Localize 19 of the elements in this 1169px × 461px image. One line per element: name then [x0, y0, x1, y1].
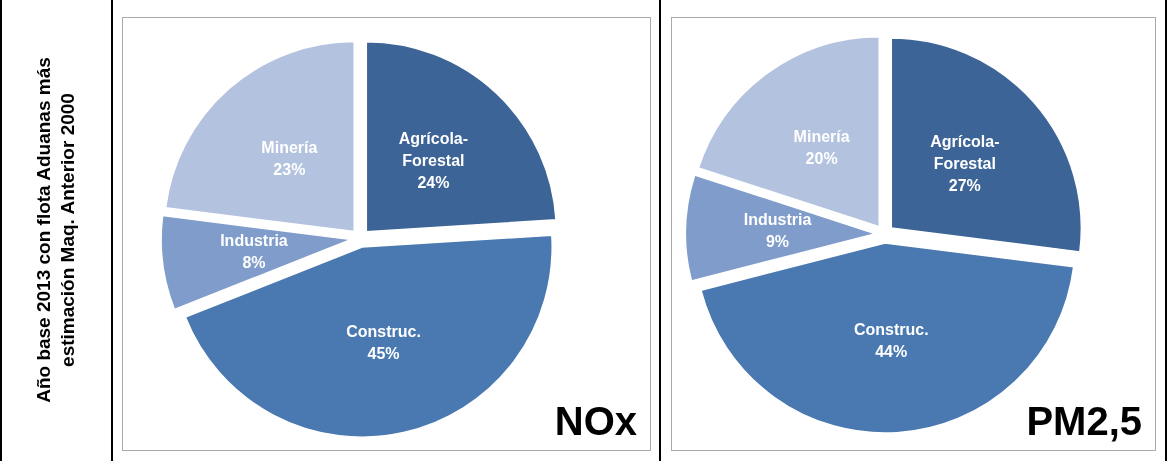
data-label: 23%	[273, 160, 306, 178]
slice-label: Construc.	[346, 323, 421, 341]
slice-label: Agrícola-Forestal	[398, 129, 469, 169]
slice-label: Agrícola-Forestal	[930, 132, 1000, 172]
slice-label: Industria	[743, 211, 812, 229]
text: Año base 2013 con flota Aduanas más estimación Maq. Anterior 2000	[32, 56, 79, 405]
data-label: 24%	[417, 173, 450, 191]
slice-label: Industria	[220, 232, 288, 250]
slice-label: Construc.	[853, 321, 929, 339]
data-label: 8%	[242, 254, 266, 272]
data-label: 45%	[367, 345, 400, 363]
data-label: 9%	[765, 233, 790, 251]
data-label: 20%	[805, 149, 838, 167]
slice-label: Minería	[793, 127, 850, 145]
data-label: 44%	[875, 343, 908, 361]
text: PM2,5	[1026, 399, 1142, 443]
text: NOx	[554, 399, 637, 443]
data-label: 27%	[948, 176, 981, 194]
slice-label: Minería	[261, 138, 318, 156]
